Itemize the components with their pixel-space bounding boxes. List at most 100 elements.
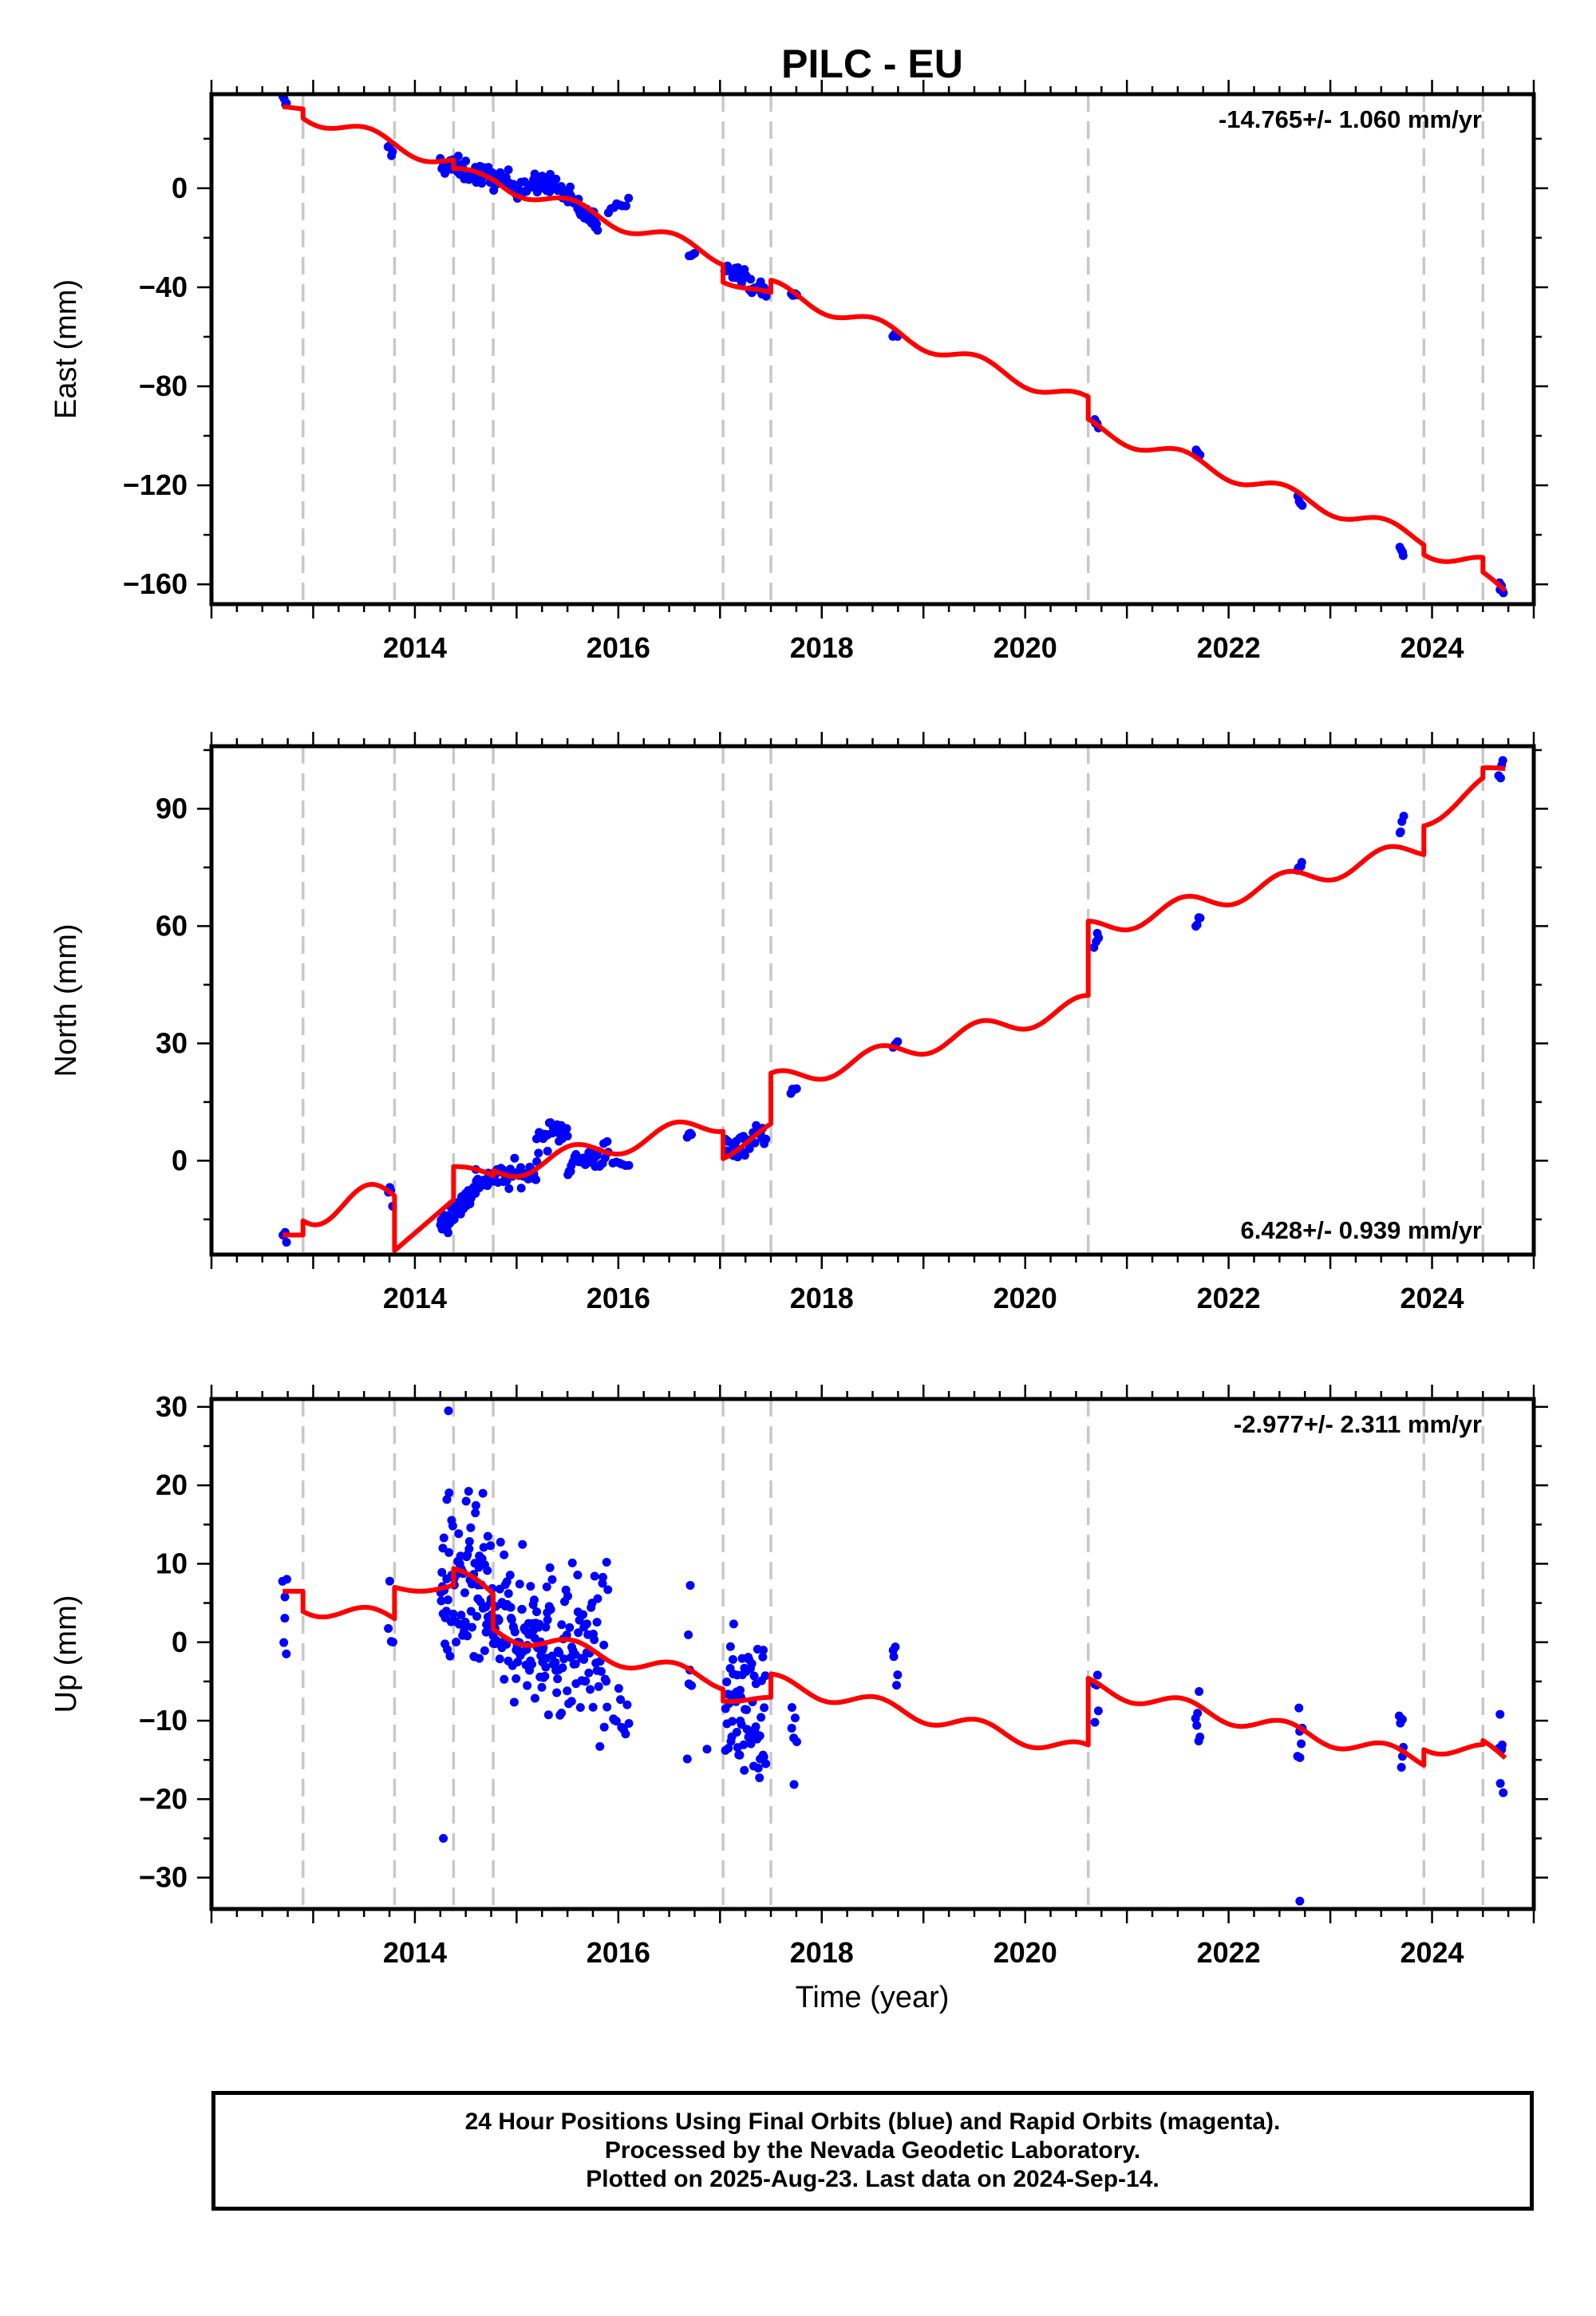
data-point (517, 1604, 527, 1614)
data-point (787, 1703, 796, 1713)
data-point (598, 1572, 607, 1582)
data-point (725, 1642, 735, 1651)
y-tick-label: 0 (172, 1626, 188, 1658)
y-tick-label: −10 (139, 1704, 188, 1737)
data-point (594, 1682, 603, 1691)
data-point (1398, 551, 1408, 560)
data-point (532, 1157, 542, 1167)
y-tick-label: −160 (123, 567, 188, 600)
data-point (439, 1834, 448, 1844)
data-point (789, 1780, 799, 1789)
x-tick-label: 2014 (383, 1936, 447, 1969)
data-point (438, 1543, 448, 1553)
data-point (479, 1543, 488, 1552)
data-point (437, 1567, 447, 1577)
y-tick-label: −30 (139, 1861, 188, 1894)
data-point (682, 1754, 692, 1764)
y-axis-label: North (mm) (49, 923, 83, 1077)
y-axis-label: Up (mm) (49, 1595, 83, 1713)
velocity-annotation: 6.428+/- 0.939 mm/yr (1241, 1216, 1482, 1244)
data-point (566, 182, 575, 192)
data-point (1297, 857, 1306, 867)
data-point (595, 1741, 605, 1751)
y-tick-label: 30 (156, 1390, 188, 1423)
data-point (736, 1686, 745, 1695)
chart-title: PILC - EU (781, 41, 963, 86)
velocity-annotation: -14.765+/- 1.060 mm/yr (1219, 105, 1482, 133)
y-tick-label: 20 (156, 1468, 188, 1501)
data-point (442, 1495, 452, 1504)
data-point (478, 1488, 488, 1498)
data-point (745, 1144, 754, 1153)
data-point (494, 1615, 504, 1625)
y-tick-label: −120 (123, 468, 188, 501)
plot-frame (209, 1397, 1536, 1911)
data-point (452, 1638, 461, 1647)
up-panel: 2014 2016 2018 2020 2022 2024 −30 −20 −10 0 10 20 30… (49, 1385, 1548, 1969)
y-axis-label: East (mm) (49, 279, 83, 419)
x-tick-label: 2018 (790, 1282, 854, 1314)
data-point (388, 147, 397, 156)
data-point (624, 193, 634, 203)
x-tick-label: 2020 (994, 631, 1057, 664)
data-point (506, 1603, 516, 1612)
data-point (761, 1134, 771, 1144)
data-point (1396, 827, 1405, 836)
data-point (505, 1571, 515, 1580)
data-point (444, 1228, 453, 1238)
model-fit-line (282, 765, 1507, 1254)
data-point (621, 201, 630, 211)
y-tick-label: −20 (139, 1782, 188, 1815)
data-point (483, 1531, 492, 1541)
data-point (510, 1153, 519, 1163)
data-point (728, 1654, 737, 1664)
data-point (464, 1487, 473, 1496)
data-point (579, 1654, 589, 1664)
data-point (448, 1521, 457, 1531)
data-point (551, 1658, 560, 1667)
data-point (602, 1136, 612, 1146)
data-point (1297, 1739, 1306, 1749)
data-point (541, 1662, 551, 1672)
data-point (441, 1607, 451, 1616)
y-tick-label: 0 (172, 172, 188, 204)
data-point (1090, 1717, 1100, 1727)
data-point (444, 1547, 454, 1557)
data-point (592, 1618, 602, 1627)
data-point (555, 1648, 564, 1658)
x-tick-label: 2024 (1400, 1282, 1464, 1314)
data-point (443, 1595, 452, 1605)
data-point (690, 248, 700, 258)
data-point (614, 1684, 623, 1694)
data-point (1497, 1740, 1507, 1749)
x-tick-label: 2022 (1197, 1282, 1261, 1314)
data-point (558, 1663, 567, 1673)
data-point (1193, 1709, 1203, 1718)
data-point (732, 1727, 741, 1737)
y-tick-label: −40 (139, 271, 188, 303)
data-point (512, 1674, 521, 1683)
data-point (722, 1677, 732, 1686)
data-point (1295, 1896, 1305, 1906)
data-point (602, 1677, 611, 1686)
data-point (466, 1607, 476, 1616)
data-point (1495, 1709, 1505, 1719)
data-point (541, 1622, 551, 1632)
data-point (567, 1697, 576, 1706)
x-tick-label: 2018 (790, 631, 854, 664)
data-point (611, 1717, 621, 1726)
data-point (516, 1184, 526, 1193)
x-tick-label: 2014 (383, 1282, 447, 1314)
data-point (551, 174, 561, 184)
y-tick-label: 90 (156, 792, 188, 824)
data-point (1195, 913, 1205, 923)
data-point (596, 1666, 606, 1676)
data-point (504, 1589, 513, 1599)
data-point (282, 1575, 291, 1584)
data-point (486, 1541, 496, 1551)
data-point (889, 1652, 899, 1662)
data-point (1295, 1753, 1305, 1762)
data-point (542, 1582, 551, 1591)
velocity-annotation: -2.977+/- 2.311 mm/yr (1234, 1410, 1482, 1438)
data-point (562, 1124, 571, 1133)
